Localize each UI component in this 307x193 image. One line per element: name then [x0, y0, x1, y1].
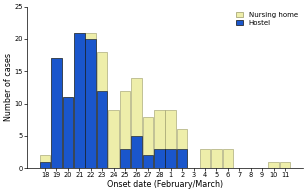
Bar: [40, 162, 50, 168]
X-axis label: Onset date (February/March): Onset date (February/March): [107, 180, 223, 189]
Bar: [74, 33, 84, 168]
Bar: [165, 149, 176, 168]
Bar: [143, 155, 153, 168]
Bar: [143, 117, 153, 168]
Bar: [154, 149, 165, 168]
Bar: [177, 149, 188, 168]
Bar: [154, 110, 165, 168]
Bar: [40, 155, 50, 168]
Bar: [177, 130, 188, 168]
Bar: [120, 91, 130, 168]
Bar: [51, 58, 62, 168]
Bar: [108, 110, 119, 168]
Bar: [97, 52, 107, 168]
Bar: [85, 39, 96, 168]
Bar: [223, 149, 233, 168]
Bar: [200, 149, 210, 168]
Bar: [63, 97, 73, 168]
Bar: [120, 149, 130, 168]
Bar: [211, 149, 222, 168]
Bar: [131, 136, 142, 168]
Bar: [63, 97, 73, 168]
Bar: [97, 91, 107, 168]
Y-axis label: Number of cases: Number of cases: [4, 53, 13, 121]
Bar: [131, 78, 142, 168]
Legend: Nursing home, Hostel: Nursing home, Hostel: [235, 10, 299, 27]
Bar: [74, 33, 84, 168]
Bar: [85, 33, 96, 168]
Bar: [165, 110, 176, 168]
Bar: [51, 58, 62, 168]
Bar: [280, 162, 290, 168]
Bar: [268, 162, 279, 168]
